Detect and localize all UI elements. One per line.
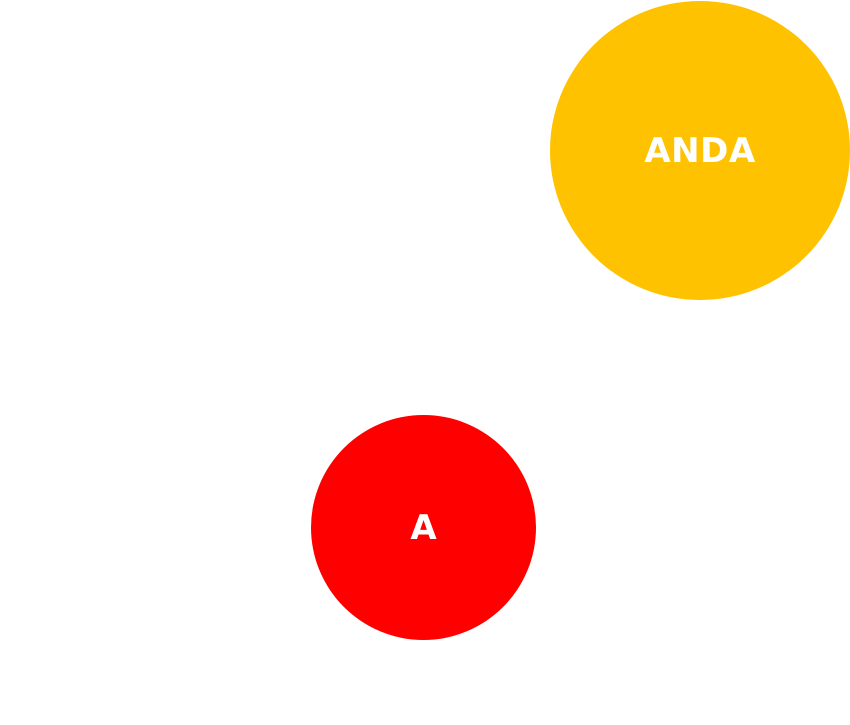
bubble-a-label: A — [410, 507, 437, 548]
bubble-anda-label: ANDA — [644, 130, 756, 171]
bubble-a[interactable]: A — [311, 415, 536, 640]
bubble-anda[interactable]: ANDA — [550, 1, 850, 300]
